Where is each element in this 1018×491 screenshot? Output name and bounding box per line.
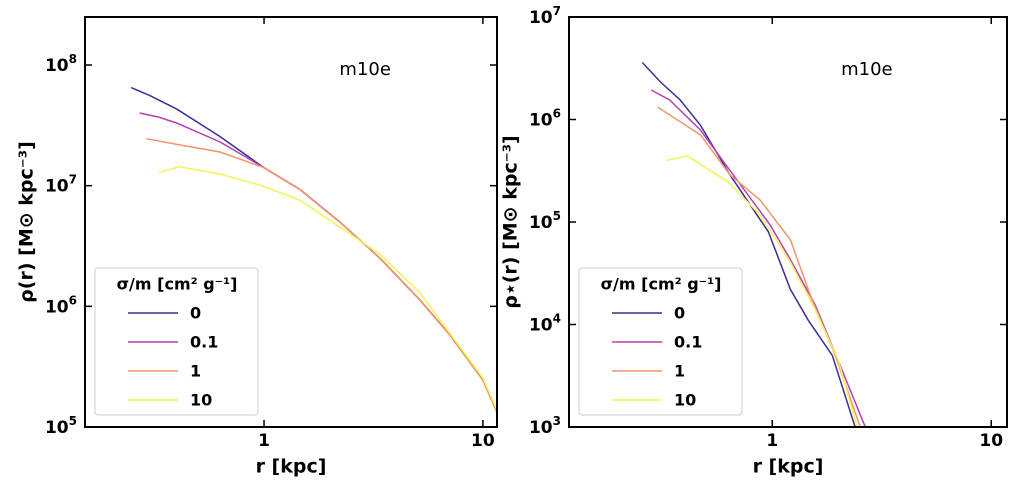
y-tick-label: 107	[45, 172, 77, 197]
legend-title: σ/m [cm² g⁻¹]	[117, 275, 238, 294]
legend-title: σ/m [cm² g⁻¹]	[601, 275, 722, 294]
y-tick-label: 105	[45, 414, 77, 439]
y-tick-label: 104	[529, 311, 561, 336]
x-axis-label: r [kpc]	[753, 456, 824, 478]
annotation: m10e	[339, 59, 391, 80]
series-line	[666, 155, 858, 427]
x-tick-label: 10	[979, 431, 1003, 451]
series-line	[146, 137, 497, 413]
y-tick-label: 103	[529, 414, 561, 439]
legend-label: 10	[674, 391, 696, 410]
legend-label: 1	[674, 362, 685, 381]
legend-label: 0.1	[190, 333, 218, 352]
y-axis-label: ρ⋆(r) [M⊙ kpc⁻³]	[500, 135, 522, 309]
x-axis-label: r [kpc]	[256, 456, 327, 478]
x-tick-label: 10	[471, 431, 495, 451]
y-tick-label: 106	[529, 106, 561, 131]
legend-label: 10	[190, 391, 212, 410]
annotation: m10e	[841, 59, 893, 80]
legend-label: 0	[190, 304, 201, 323]
y-axis-label: ρ(r) [M⊙ kpc⁻³]	[16, 141, 38, 303]
x-tick-label: 1	[258, 431, 270, 451]
legend-label: 1	[190, 362, 201, 381]
y-tick-label: 105	[529, 209, 561, 234]
legend-label: 0	[674, 304, 685, 323]
legend-label: 0.1	[674, 333, 702, 352]
y-tick-label: 107	[529, 4, 561, 29]
y-tick-label: 108	[45, 52, 77, 77]
series-line	[158, 165, 497, 411]
y-tick-label: 106	[45, 293, 77, 318]
axes-frame	[84, 16, 498, 428]
x-tick-label: 1	[766, 431, 778, 451]
